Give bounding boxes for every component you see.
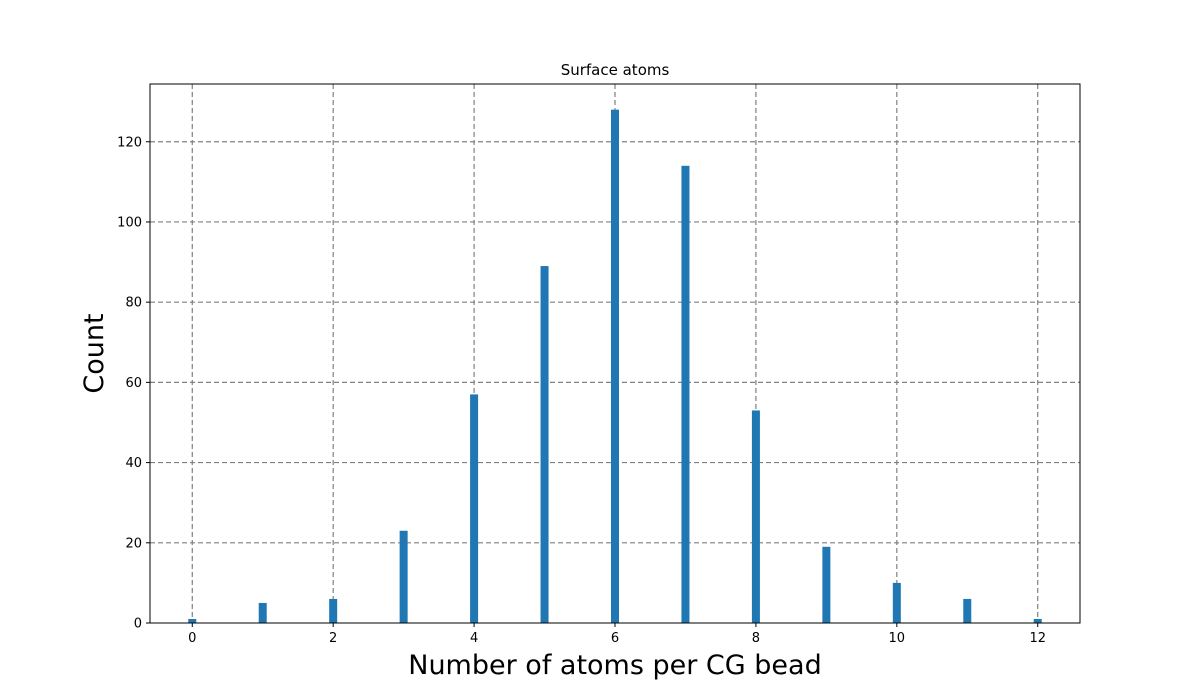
y-tick-label: 80 [125, 296, 142, 311]
y-tick-label: 40 [125, 456, 142, 471]
x-tick-label: 4 [470, 631, 478, 646]
x-tick-label: 6 [611, 631, 619, 646]
chart-title: Surface atoms [561, 61, 670, 79]
x-tick-label: 0 [188, 631, 196, 646]
bar [611, 109, 619, 623]
y-tick-label: 100 [117, 215, 142, 230]
y-tick-label: 0 [134, 617, 142, 632]
x-tick-label: 12 [1029, 631, 1046, 646]
bar [470, 394, 479, 623]
bar [258, 602, 267, 623]
bar [188, 618, 197, 623]
y-tick-label: 20 [125, 536, 142, 551]
y-tick-label: 120 [117, 135, 142, 150]
bar [540, 266, 549, 623]
y-axis-label: Count [79, 313, 110, 393]
bar [399, 530, 408, 623]
bar [681, 165, 690, 623]
bars [188, 109, 1042, 623]
x-tick-label: 8 [752, 631, 760, 646]
x-tick-label: 10 [889, 631, 906, 646]
y-tick-label: 60 [125, 376, 142, 391]
x-axis-ticks: 0 2 4 6 8 10 12 [188, 623, 1046, 646]
bar [963, 598, 972, 623]
y-axis-ticks: 0 20 40 60 80 100 120 [117, 135, 150, 632]
bar [1033, 618, 1042, 623]
bar [329, 598, 338, 623]
bar [822, 546, 831, 623]
x-tick-label: 2 [329, 631, 337, 646]
bar [892, 582, 901, 623]
x-axis-label: Number of atoms per CG bead [408, 650, 821, 681]
bar [751, 410, 760, 623]
